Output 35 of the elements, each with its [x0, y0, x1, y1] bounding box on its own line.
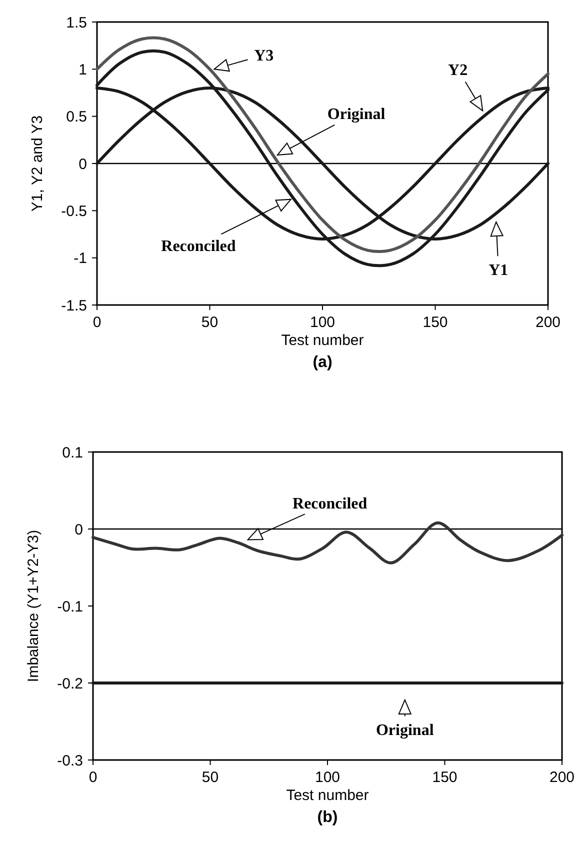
line-series — [92, 521, 564, 564]
x-tick-label: 50 — [201, 314, 218, 331]
x-tick-label: 100 — [314, 769, 340, 786]
y-axis-title: Y1, Y2 and Y3 — [29, 115, 46, 212]
y-tick-label: 1.5 — [66, 14, 87, 32]
x-tick-label: 150 — [432, 769, 458, 786]
annotation: Reconciled — [161, 238, 236, 256]
y-tick-label: -0.2 — [57, 675, 83, 692]
text: (a) — [312, 354, 332, 371]
y-tick-label: 0 — [78, 156, 87, 173]
y-tick-label: 0.5 — [66, 108, 87, 126]
y-tick-label: -0.5 — [61, 202, 87, 220]
x-axis-title: Test number — [281, 332, 364, 349]
y-axis-title: Imbalance (Y1+Y2-Y3) — [25, 530, 42, 682]
y-tick-label: 0.1 — [62, 444, 83, 462]
x-tick-label: 0 — [92, 314, 102, 331]
y-tick-label: -0.1 — [57, 598, 83, 616]
annotation: Original — [327, 106, 386, 124]
y-tick-label: 0 — [74, 521, 83, 538]
annotation: Y3 — [254, 48, 274, 65]
x-tick-label: 50 — [202, 769, 219, 786]
x-tick-label: 150 — [422, 314, 448, 331]
x-tick-label: 100 — [310, 314, 336, 331]
x-tick-label: 200 — [535, 314, 561, 331]
annotation: Reconciled — [292, 495, 368, 512]
y-tick-label: 1 — [78, 61, 87, 78]
annotation: Y2 — [448, 62, 468, 79]
y-tick-label: -1 — [74, 250, 87, 268]
annotation: Y1 — [488, 262, 508, 279]
text: (b) — [317, 809, 338, 826]
y-tick-label: -0.3 — [57, 752, 83, 770]
annotation: Original — [376, 722, 434, 739]
y-tick-label: -1.5 — [61, 297, 87, 314]
x-tick-label: 200 — [549, 769, 575, 786]
x-axis-title: Test number — [286, 787, 369, 804]
